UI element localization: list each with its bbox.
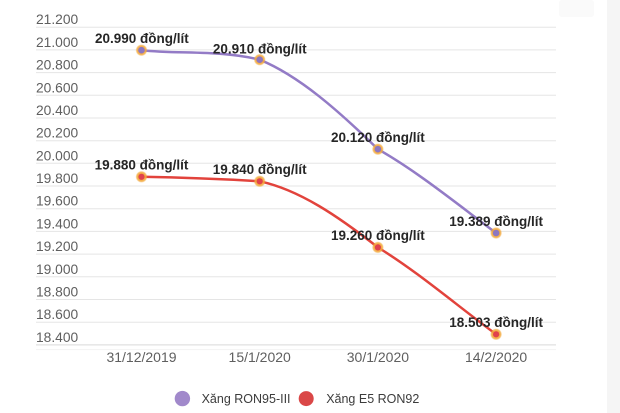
svg-text:15/1/2020: 15/1/2020 [229,349,291,365]
svg-text:18.800: 18.800 [36,285,79,300]
svg-text:19.840 đồng/lít: 19.840 đồng/lít [213,162,307,177]
svg-text:Xăng RON95-III: Xăng RON95-III [202,392,291,406]
svg-text:20.990 đồng/lít: 20.990 đồng/lít [95,31,189,46]
svg-text:21.000: 21.000 [36,35,79,50]
svg-text:19.880 đồng/lít: 19.880 đồng/lít [95,158,189,173]
svg-text:21.200: 21.200 [36,12,79,27]
svg-text:19.200: 19.200 [36,239,79,254]
svg-text:19.800: 19.800 [36,171,79,186]
svg-text:20.600: 20.600 [36,80,79,95]
svg-text:18.600: 18.600 [36,307,79,322]
svg-text:20.910 đồng/lít: 20.910 đồng/lít [213,41,307,56]
svg-text:18.400: 18.400 [36,330,79,345]
svg-text:20.800: 20.800 [36,58,79,73]
svg-text:19.389 đồng/lít: 19.389 đồng/lít [449,214,543,229]
svg-text:19.600: 19.600 [36,194,79,209]
svg-text:19.400: 19.400 [36,216,79,231]
svg-text:Xăng E5 RON92: Xăng E5 RON92 [326,392,419,406]
svg-text:19.000: 19.000 [36,262,79,277]
svg-text:19.260 đồng/lít: 19.260 đồng/lít [331,228,425,243]
svg-text:31/12/2019: 31/12/2019 [106,349,176,365]
svg-text:30/1/2020: 30/1/2020 [347,349,409,365]
svg-text:20.400: 20.400 [36,103,79,118]
svg-text:18.503 đồng/lít: 18.503 đồng/lít [449,315,543,330]
svg-text:20.120 đồng/lít: 20.120 đồng/lít [331,130,425,145]
svg-text:20.000: 20.000 [36,148,79,163]
svg-text:14/2/2020: 14/2/2020 [465,349,527,365]
svg-text:20.200: 20.200 [36,126,79,141]
